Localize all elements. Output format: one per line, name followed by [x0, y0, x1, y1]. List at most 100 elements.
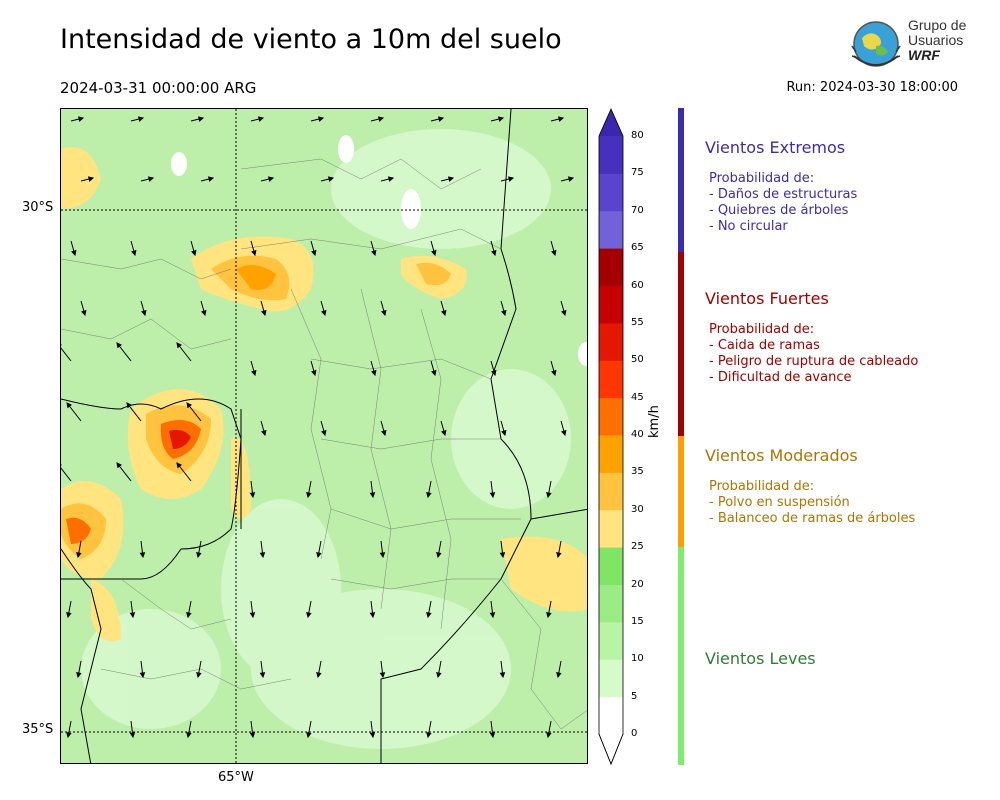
wind-arrow-head — [261, 309, 267, 317]
category-description-line: Probabilidad de: — [709, 479, 815, 494]
colorbar-bin — [599, 210, 623, 249]
wind-arrow-head — [126, 402, 132, 409]
wind-arrow-head — [116, 342, 122, 349]
wind-arrow-head — [186, 402, 192, 409]
wind-arrow-head — [501, 309, 507, 317]
colorbar-bin — [599, 584, 623, 623]
wind-arrow-head — [306, 612, 312, 619]
logo-line-2: Usuarios — [908, 32, 964, 48]
wrf-logo: Grupo de Usuarios WRF — [848, 16, 968, 72]
wind-arrow — [61, 347, 72, 362]
wind-arrow-head — [327, 176, 335, 182]
colorbar-bin — [599, 136, 623, 174]
wind-arrow-head — [447, 176, 455, 182]
colorbar — [598, 108, 624, 766]
wind-arrow-head — [437, 116, 445, 122]
wind-arrow-head — [436, 552, 442, 559]
category-title: Vientos Extremos — [705, 138, 846, 157]
wind-arrow-head — [551, 249, 557, 257]
wind-arrow-head — [556, 552, 562, 559]
wind-arrow-head — [311, 369, 317, 377]
category-description-line: - Daños de estructuras — [709, 187, 858, 202]
colorbar-tick-label: 5 — [631, 690, 638, 702]
colorbar-tick-label: 55 — [631, 316, 644, 328]
colorbar-tick-label: 70 — [631, 204, 644, 216]
lat-label-30s: 30°S — [22, 200, 54, 215]
wind-arrow-head — [546, 732, 552, 739]
category-title: Vientos Leves — [705, 649, 816, 668]
colorbar-extension-high — [599, 109, 623, 136]
wind-arrow-head — [491, 249, 497, 257]
wind-arrow-head — [197, 116, 205, 122]
wind-arrow-head — [77, 116, 85, 122]
colorbar-bin — [599, 547, 623, 585]
wind-arrow-head — [426, 612, 432, 619]
wind-arrow-head — [249, 732, 256, 739]
category-title: Vientos Fuertes — [705, 289, 829, 308]
colorbar-tick-label: 30 — [631, 503, 644, 515]
wind-arrow-head — [489, 492, 496, 499]
colorbar-tick-label: 35 — [631, 466, 644, 478]
wind-arrow-head — [489, 732, 496, 739]
wind-arrow — [61, 467, 72, 482]
wind-arrow-head — [557, 116, 565, 122]
wind-arrow-head — [131, 249, 137, 257]
globe-icon — [851, 21, 901, 67]
category-item: Vientos Leves — [705, 649, 816, 668]
wind-arrow-head — [561, 309, 567, 317]
category-description-line: - Quiebres de árboles — [709, 203, 849, 218]
colorbar-tick-label: 45 — [631, 391, 644, 403]
run-time: Run: 2024-03-30 18:00:00 — [786, 80, 958, 95]
wind-arrow-head — [147, 176, 155, 182]
wind-arrow-head — [441, 429, 447, 437]
category-description: Probabilidad de: - Daños de estructuras - … — [705, 171, 857, 235]
wind-arrow-head — [431, 249, 437, 257]
lat-label-35s: 35°S — [22, 722, 54, 737]
wind-arrow-head — [251, 249, 257, 257]
category-description-line: Probabilidad de: — [709, 171, 815, 186]
colorbar-extension-low — [598, 733, 624, 766]
logo-text: Grupo de Usuarios WRF — [908, 18, 966, 63]
wind-arrow-head — [201, 309, 207, 317]
category-title: Vientos Moderados — [705, 446, 858, 465]
wind-arrow-head — [369, 732, 376, 739]
map-title: Intensidad de viento a 10m del suelo — [60, 24, 562, 55]
category-description-line: Probabilidad de: — [709, 322, 815, 337]
wind-arrow-head — [129, 732, 136, 739]
logo-line-3: WRF — [908, 47, 940, 63]
wind-arrow-head — [551, 369, 557, 377]
wind-arrow-head — [316, 552, 322, 559]
colorbar-bin — [599, 248, 623, 286]
wind-arrow-head — [249, 492, 256, 499]
colorbar-bin — [599, 322, 623, 361]
category-description-line: - Caida de ramas — [709, 338, 820, 353]
wind-arrow-head — [381, 309, 387, 317]
wind-arrow-head — [306, 492, 312, 499]
lon-label-65w: 65°W — [218, 770, 254, 785]
wind-arrow-head — [321, 309, 327, 317]
wind-arrow-head — [76, 552, 82, 559]
wind-arrow-head — [311, 249, 317, 257]
colorbar-tick-label: 0 — [631, 728, 638, 739]
category-description-line: - Polvo en suspensión — [709, 495, 850, 510]
wind-arrow-head — [81, 309, 87, 317]
wind-arrow-head — [426, 732, 432, 739]
wind-arrow-head — [377, 116, 385, 122]
wind-arrow-head — [316, 672, 322, 679]
wind-arrow-head — [306, 732, 312, 739]
light-wind-areas — [81, 129, 571, 749]
colorbar-tick-label: 20 — [631, 578, 644, 590]
colorbar-tick-label: 80 — [631, 130, 644, 141]
wind-arrow-head — [116, 462, 122, 469]
wind-arrow-head — [129, 612, 136, 619]
wind-arrow-head — [441, 309, 447, 317]
wind-arrow-head — [186, 612, 192, 619]
colorbar-bin — [599, 397, 623, 436]
wind-arrow-head — [387, 176, 395, 182]
category-bar — [678, 436, 684, 547]
wind-arrow-head — [196, 672, 202, 679]
wind-arrow-head — [381, 429, 387, 437]
wind-arrow-head — [431, 369, 437, 377]
category-description-line: - Peligro de ruptura de cableado — [709, 354, 919, 369]
wind-arrow-head — [176, 342, 182, 349]
